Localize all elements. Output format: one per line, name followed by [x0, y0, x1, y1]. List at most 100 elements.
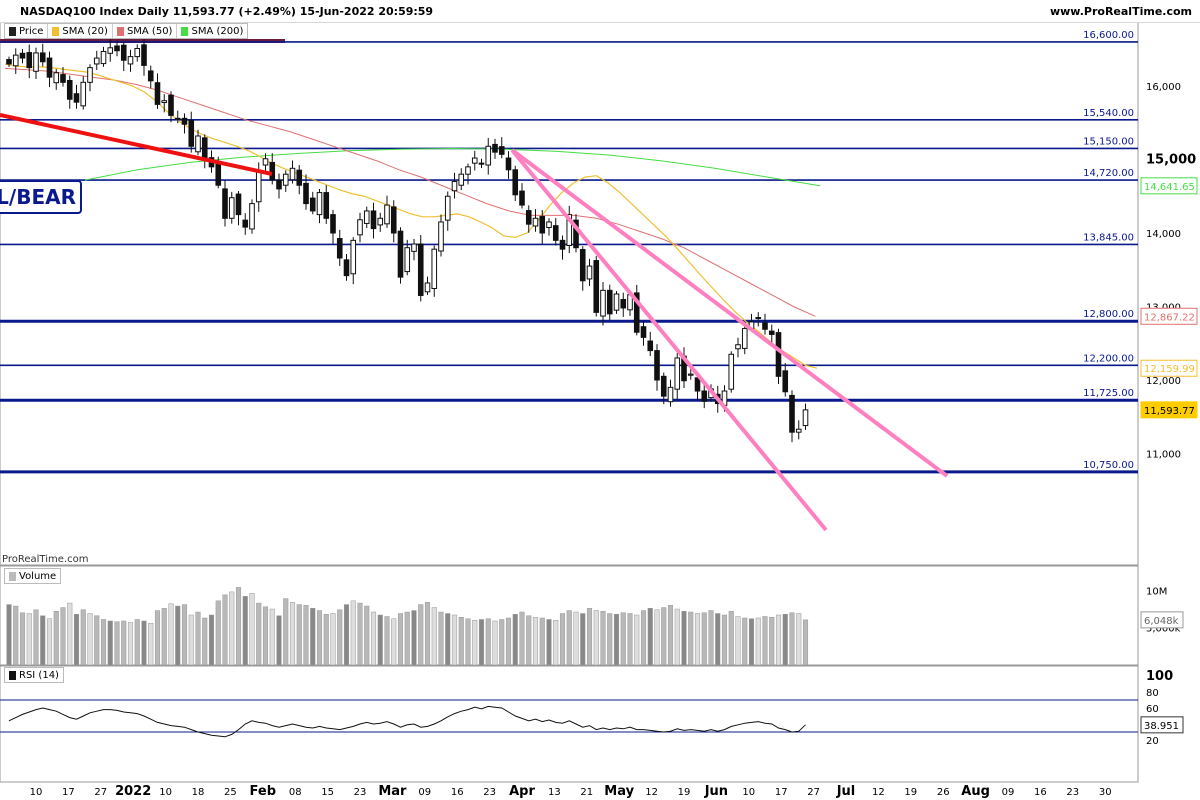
- legend-sma20[interactable]: SMA (20): [48, 24, 113, 38]
- volume-bar: [478, 619, 485, 666]
- candle-body: [215, 160, 222, 186]
- x-tick-label: Aug: [961, 784, 990, 799]
- candle-body: [451, 181, 458, 192]
- candle-body: [249, 203, 255, 230]
- candle-body: [701, 390, 708, 402]
- x-tick-label: 17: [62, 787, 75, 798]
- volume-bar: [87, 613, 93, 666]
- candle-body: [330, 214, 336, 234]
- x-tick-label: 15: [321, 787, 334, 798]
- value-tag-label: 14,641.65: [1144, 182, 1195, 193]
- value-tag: [1140, 307, 1198, 325]
- volume-bar: [762, 616, 768, 666]
- volume-bar: [512, 614, 518, 666]
- candle-body: [107, 47, 114, 54]
- candle-body: [53, 72, 60, 84]
- volume-bar: [681, 611, 687, 666]
- volume-legend[interactable]: Volume: [4, 568, 62, 584]
- volume-bar: [775, 614, 782, 666]
- trendline-pink-lower: [510, 148, 828, 532]
- candle-body: [336, 238, 343, 259]
- volume-bar: [19, 612, 26, 666]
- volume-bar: [607, 613, 613, 666]
- volume-bar: [451, 614, 458, 666]
- legend-price[interactable]: Price: [5, 24, 49, 38]
- x-tick-label: 08: [289, 787, 302, 798]
- candle-body: [33, 52, 39, 72]
- y-tick-label: 11,000: [1146, 450, 1181, 461]
- trendline-red: [0, 113, 273, 176]
- volume-bar: [499, 619, 505, 666]
- volume-bar: [593, 610, 599, 666]
- rsi-legend[interactable]: RSI (14): [4, 667, 64, 683]
- y-tick-label: 14,000: [1146, 229, 1181, 240]
- candle-body: [802, 409, 809, 427]
- candle-body: [566, 214, 573, 246]
- volume-bar: [134, 619, 140, 666]
- x-tick-label: 25: [224, 787, 237, 798]
- volume-bar: [175, 605, 181, 666]
- level-label: 11,725.00: [1083, 388, 1134, 399]
- rsi-last-tag: [1140, 716, 1184, 734]
- volume-bar: [431, 607, 437, 666]
- volume-bar: [688, 611, 694, 666]
- level-label: 15,540.00: [1083, 108, 1134, 119]
- candle-body: [498, 146, 505, 155]
- volume-bar: [384, 616, 390, 666]
- level-label: 13,845.00: [1083, 232, 1134, 243]
- site-link[interactable]: www.ProRealTime.com: [1049, 5, 1192, 18]
- candle-body: [60, 74, 66, 83]
- candle-body: [269, 161, 276, 181]
- candle-body: [46, 57, 53, 78]
- volume-bar: [114, 621, 120, 666]
- candle-body: [93, 57, 100, 65]
- volume-bar: [748, 618, 755, 666]
- volume-bar: [559, 613, 566, 666]
- value-tag-label: 12,867.22: [1144, 312, 1195, 323]
- candle-body: [73, 93, 80, 103]
- volume-bar: [580, 613, 586, 666]
- candle-body: [377, 217, 384, 226]
- volume-bar: [202, 617, 208, 666]
- candle-body: [647, 340, 654, 352]
- candle-body: [168, 94, 174, 116]
- volume-bar: [634, 614, 640, 666]
- volume-bar: [330, 613, 336, 666]
- candle-body: [633, 292, 640, 333]
- volume-bar: [161, 608, 167, 666]
- volume-tick: 10M: [1146, 586, 1167, 597]
- candle-body: [532, 217, 539, 227]
- x-tick-label: 12: [872, 787, 885, 798]
- legend-sma50[interactable]: SMA (50): [113, 24, 178, 38]
- volume-bar: [789, 612, 795, 666]
- volume-bar: [472, 619, 478, 666]
- candle-body: [357, 219, 363, 236]
- candle-body: [404, 247, 411, 273]
- volume-bar: [337, 609, 343, 666]
- candle-body: [762, 322, 768, 330]
- candle-body: [363, 210, 370, 224]
- level-label: 16,600.00: [1083, 30, 1134, 41]
- x-tick-label: Mar: [378, 784, 407, 799]
- volume-bar: [445, 613, 451, 666]
- price-panel: [0, 21, 1139, 566]
- volume-last-label: 6,048k: [1144, 616, 1179, 627]
- volume-bar: [195, 611, 201, 666]
- candle-body: [775, 332, 782, 377]
- x-tick-label: 23: [354, 787, 367, 798]
- x-tick-label: 10: [30, 787, 43, 798]
- volume-bar: [13, 605, 19, 666]
- volume-bar: [715, 613, 721, 666]
- x-tick-label: 19: [678, 787, 691, 798]
- x-tick-label: 13: [548, 787, 561, 798]
- candle-body: [255, 170, 262, 203]
- x-tick-label: Apr: [509, 784, 535, 799]
- x-tick-label: 2022: [115, 784, 151, 799]
- legend-sma200[interactable]: SMA (200): [177, 24, 247, 38]
- volume-bar: [67, 602, 73, 666]
- x-tick-label: May: [604, 784, 634, 799]
- level-label: 12,800.00: [1083, 309, 1134, 320]
- volume-bar: [235, 587, 242, 666]
- volume-bar: [276, 615, 282, 666]
- volume-bar: [397, 613, 404, 666]
